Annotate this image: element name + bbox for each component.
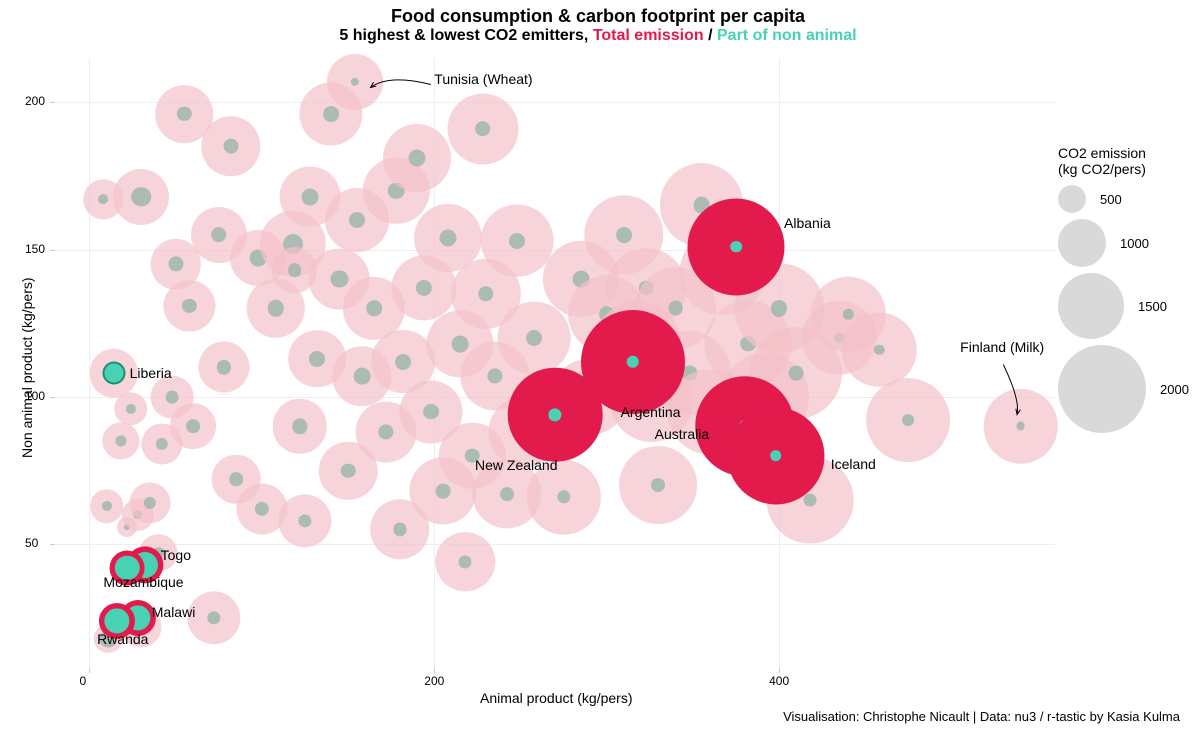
bg-point-inner — [459, 555, 472, 568]
size-legend: CO2 emission (kg CO2/pers) 500 1000 1500 20… — [1058, 145, 1189, 439]
bg-point-inner — [789, 366, 804, 381]
bg-point-inner — [509, 233, 525, 249]
hi-iceland-inner — [770, 450, 782, 462]
hi-albania-inner — [730, 241, 742, 253]
bg-point-inner — [526, 330, 542, 346]
bg-point-inner — [393, 523, 406, 536]
annotation-tunisia: Tunisia (Wheat) — [434, 71, 532, 87]
label-mozambique: Mozambique — [103, 574, 183, 590]
legend-label: 500 — [1100, 192, 1122, 207]
bg-point-inner — [186, 419, 200, 433]
x-tick-label: 200 — [424, 674, 444, 688]
caption: Visualisation: Christophe Nicault | Data… — [783, 709, 1180, 724]
label-togo: Togo — [161, 547, 191, 563]
label-iceland: Iceland — [831, 456, 876, 472]
bg-point-inner — [436, 484, 451, 499]
bg-point-inner — [349, 212, 365, 228]
chart-title: Food consumption & carbon footprint per … — [0, 6, 1196, 27]
bg-point-inner — [354, 368, 371, 385]
bg-point-inner — [288, 263, 302, 277]
y-axis-title: Non animal product (kg/pers) — [19, 277, 35, 458]
legend-title: CO2 emission (kg CO2/pers) — [1058, 145, 1189, 177]
x-tick-label: 0 — [79, 674, 86, 688]
legend-label: 2000 — [1160, 382, 1189, 397]
bg-point-inner — [229, 473, 243, 487]
y-tick-label: 50 — [25, 536, 38, 550]
legend-row: 1500 — [1058, 273, 1189, 339]
label-new-zealand: New Zealand — [475, 457, 558, 473]
liberia-point — [102, 362, 125, 385]
bg-point-inner — [223, 139, 238, 154]
legend-swatch — [1058, 345, 1146, 433]
legend-swatch — [1058, 273, 1124, 339]
label-malawi: Malawi — [152, 604, 196, 620]
bg-point-inner — [616, 227, 632, 243]
y-tick-label: 150 — [25, 242, 45, 256]
label-australia: Australia — [655, 426, 709, 442]
bg-point-inner — [500, 487, 514, 501]
bg-point-inner — [302, 188, 319, 205]
x-tick-label: 400 — [769, 674, 789, 688]
bg-point-inner — [166, 390, 179, 403]
chart-root: Food consumption & carbon footprint per … — [0, 0, 1196, 730]
label-albania: Albania — [784, 215, 831, 231]
bg-point-inner — [409, 150, 426, 167]
label-argentina: Argentina — [621, 404, 681, 420]
x-axis-title: Animal product (kg/pers) — [480, 690, 633, 706]
bg-point-inner — [452, 335, 469, 352]
bg-point-inner — [395, 354, 411, 370]
bg-point-inner — [341, 463, 356, 478]
label-liberia: Liberia — [130, 365, 172, 381]
chart-subtitle: 5 highest & lowest CO2 emitters, Total e… — [0, 27, 1196, 45]
bg-point-inner — [668, 301, 683, 316]
legend-row: 500 — [1058, 185, 1189, 213]
title-block: Food consumption & carbon footprint per … — [0, 6, 1196, 45]
bg-point-inner — [423, 404, 439, 420]
label-rwanda: Rwanda — [97, 631, 148, 647]
bg-point-inner — [323, 106, 339, 122]
bg-point-inner — [366, 301, 382, 317]
bg-point-inner — [131, 187, 151, 207]
annotation-finland: Finland (Milk) — [960, 339, 1044, 355]
y-tick-label: 200 — [25, 94, 45, 108]
legend-items: 500 1000 1500 2000 — [1058, 185, 1189, 433]
bg-point-inner — [211, 227, 227, 243]
bg-point-inner — [440, 229, 457, 246]
legend-swatch — [1058, 219, 1106, 267]
legend-label: 1000 — [1120, 236, 1149, 251]
gridline-y — [55, 544, 1055, 545]
legend-row: 1000 — [1058, 219, 1189, 267]
bg-point-inner — [331, 270, 348, 287]
bg-point-inner — [804, 494, 817, 507]
bg-point-inner — [98, 195, 108, 205]
plot-area: 020040050100150200Animal product (kg/per… — [55, 58, 1055, 668]
bg-point-inner — [475, 121, 491, 137]
bg-point-inner — [1016, 422, 1025, 431]
legend-row: 2000 — [1058, 345, 1189, 433]
legend-swatch — [1058, 185, 1086, 213]
bg-point-inner — [651, 478, 665, 492]
bg-point-inner — [903, 415, 915, 427]
legend-label: 1500 — [1138, 299, 1167, 314]
